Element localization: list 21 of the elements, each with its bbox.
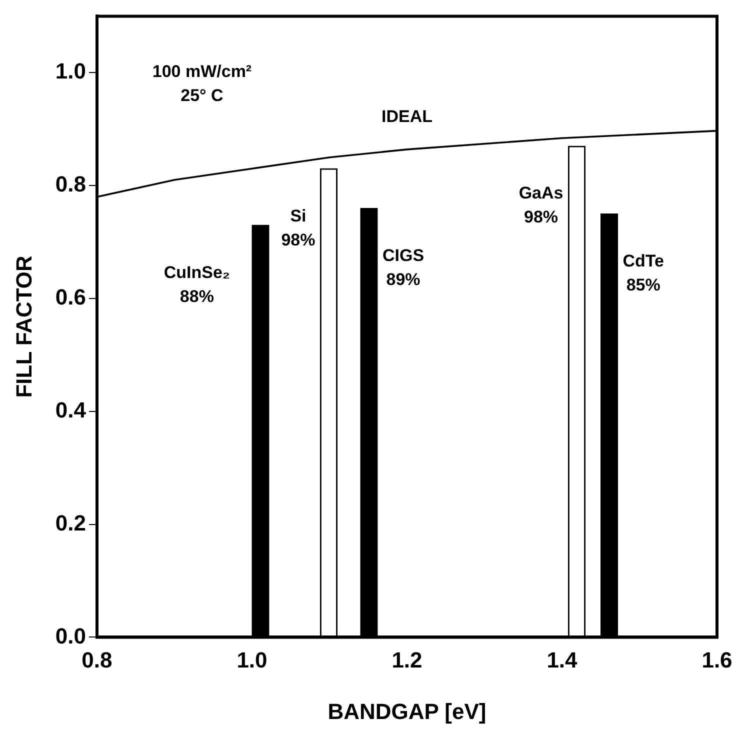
y-tick-label: 0.0 [55,623,86,648]
y-axis-title: FILL FACTOR [11,256,36,398]
x-tick-label: 0.8 [82,647,112,672]
annotation: GaAs 98% [518,184,564,227]
y-tick-label: 1.0 [55,58,86,84]
x-tick-label: 1.6 [702,647,732,672]
y-tick-label: 0.2 [55,510,86,536]
annotation: CIGS 89% [382,246,424,289]
annotation: 25° C [180,86,224,105]
annotation: Si 98% [281,206,316,250]
x-tick-label: 1.4 [546,647,578,672]
series-label: IDEAL [381,107,432,126]
x-axis-title: BANDGAP [eV] [328,698,486,724]
y-tick-label: 0.6 [55,284,86,310]
x-tick-label: 1.0 [236,647,268,672]
annotation: CdTe 85% [622,251,664,294]
x-tick-label: 1.2 [392,647,422,672]
annotation: CuInSe₂ 88% [164,262,230,306]
y-tick-label: 0.8 [55,172,86,197]
y-tick-label: 0.4 [55,397,87,422]
annotation: 100 mW/cm² [152,62,252,81]
